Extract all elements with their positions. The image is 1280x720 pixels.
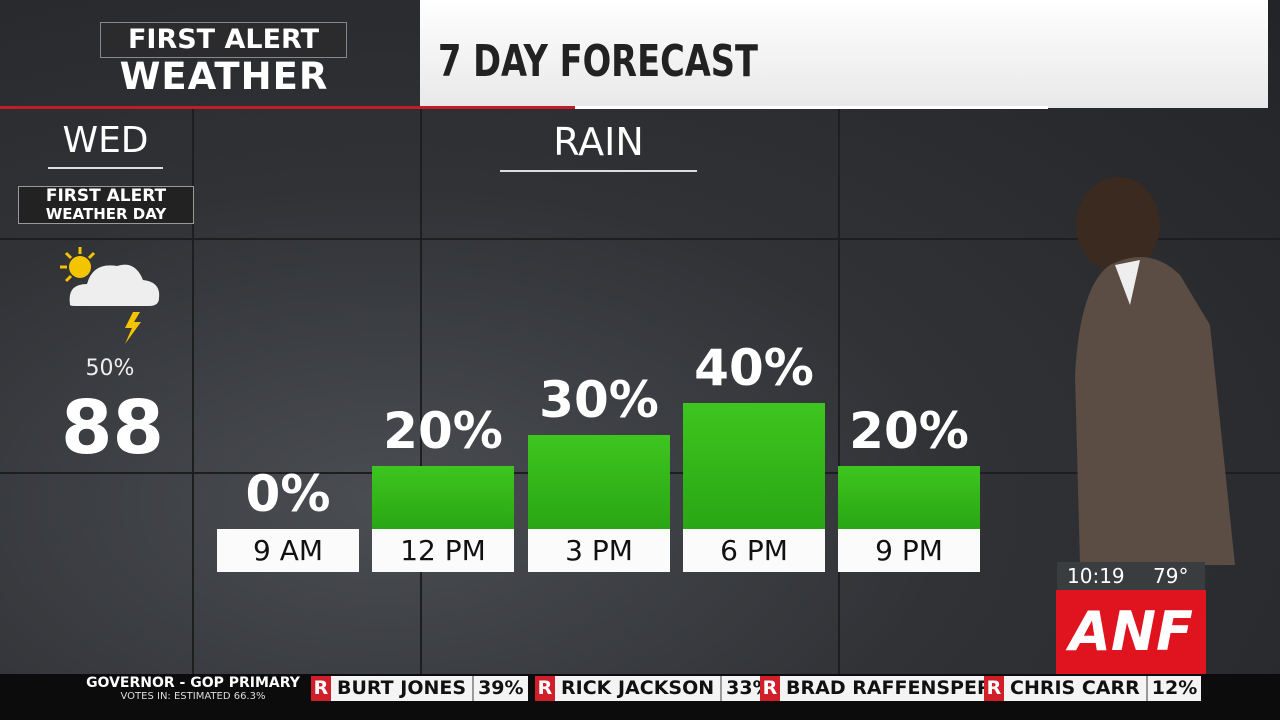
- clock: 10:19: [1067, 564, 1125, 588]
- panel-divider: [420, 108, 422, 675]
- x-tick-label: 9 AM: [217, 529, 359, 572]
- accent-line: [575, 106, 1048, 109]
- value-label: 20%: [383, 402, 503, 460]
- weather-icon: [60, 247, 160, 344]
- brand-line2: WEATHER: [119, 55, 329, 98]
- candidate-name: CHRIS CARR: [1004, 676, 1146, 701]
- votes-in: VOTES IN: ESTIMATED 66.3%: [120, 691, 266, 702]
- panel-divider: [192, 108, 194, 675]
- badge-line2: WEATHER DAY: [45, 205, 167, 223]
- value-label: 40%: [694, 339, 814, 397]
- party: R: [760, 676, 780, 701]
- panel-divider: [838, 108, 840, 675]
- bar: [683, 403, 825, 529]
- alert-badge: FIRST ALERT WEATHER DAY: [18, 186, 194, 224]
- candidate: R CHRIS CARR 12%: [984, 676, 1202, 701]
- bar: [838, 466, 980, 529]
- high-temp: 88: [61, 385, 164, 471]
- party: R: [535, 676, 555, 701]
- party: R: [311, 676, 331, 701]
- precip-chance: 50%: [85, 356, 135, 381]
- candidate: R RICK JACKSON 33%: [535, 676, 776, 701]
- x-tick-label: 12 PM: [372, 529, 514, 572]
- x-tick-label: 3 PM: [528, 529, 670, 572]
- x-tick-label: 9 PM: [838, 529, 980, 572]
- day-label: WED: [48, 120, 163, 169]
- candidate: R BURT JONES 39%: [311, 676, 528, 701]
- header-bar: [420, 0, 1268, 108]
- bar: [372, 466, 514, 529]
- presenter: [1075, 177, 1235, 565]
- station-logo: ANF: [1056, 590, 1206, 674]
- header-title: 7 DAY FORECAST: [438, 36, 759, 87]
- panel-divider: [0, 238, 1280, 240]
- brand-line1: FIRST ALERT: [100, 22, 347, 58]
- x-tick-label: 6 PM: [683, 529, 825, 572]
- party: R: [984, 676, 1004, 701]
- current-temp: 79°: [1153, 564, 1189, 588]
- value-label: 30%: [539, 370, 659, 429]
- chart-title: RAIN: [500, 120, 697, 172]
- accent-line: [0, 106, 575, 109]
- value-label: 20%: [849, 402, 969, 460]
- candidate-name: BURT JONES: [331, 676, 473, 701]
- bar: [528, 434, 670, 529]
- value-label: 0%: [245, 465, 331, 523]
- vote-share: 12%: [1145, 676, 1202, 701]
- badge-line1: FIRST ALERT: [45, 186, 167, 206]
- status-bar: 10:19 79°: [1057, 562, 1205, 590]
- candidate-name: RICK JACKSON: [555, 676, 721, 701]
- race-title: GOVERNOR - GOP PRIMARY: [86, 675, 300, 691]
- vote-share: 39%: [472, 676, 528, 701]
